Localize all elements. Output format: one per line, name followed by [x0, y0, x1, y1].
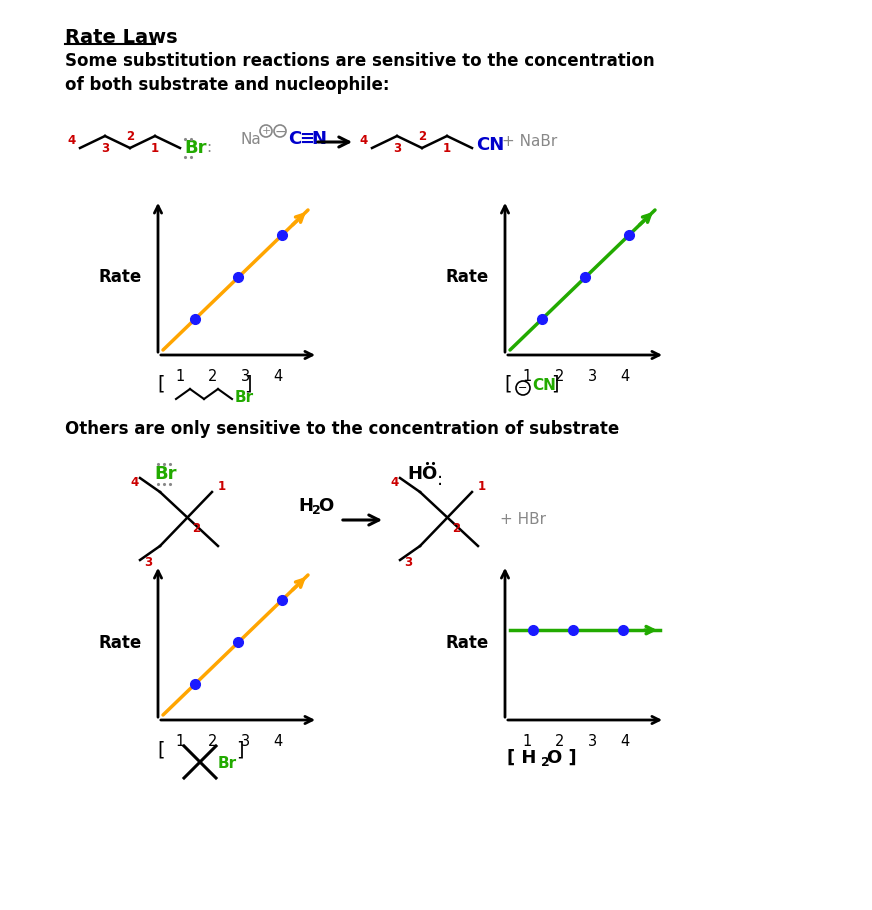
Text: 1: 1 — [175, 734, 185, 749]
Text: Na: Na — [240, 132, 261, 147]
Text: 2: 2 — [452, 521, 460, 534]
Text: :: : — [437, 471, 443, 489]
Text: 3: 3 — [588, 734, 596, 749]
Text: 4: 4 — [273, 369, 283, 384]
Text: CN: CN — [532, 378, 555, 392]
Text: H: H — [298, 497, 313, 515]
Text: ]: ] — [244, 375, 252, 394]
Text: −: − — [518, 383, 528, 393]
Text: 1: 1 — [522, 369, 532, 384]
Text: 1: 1 — [522, 734, 532, 749]
Text: 2: 2 — [541, 756, 549, 770]
Text: 2: 2 — [555, 734, 564, 749]
Text: O: O — [318, 497, 333, 515]
Text: ]: ] — [551, 375, 559, 394]
Text: [ H: [ H — [507, 749, 536, 767]
Text: 2: 2 — [312, 503, 321, 517]
Text: 3: 3 — [101, 141, 109, 155]
Text: ≡: ≡ — [299, 130, 314, 148]
Text: −: − — [274, 125, 286, 138]
Text: 3: 3 — [393, 141, 401, 155]
Text: Rate Laws: Rate Laws — [65, 28, 178, 47]
Text: :: : — [206, 140, 211, 156]
Text: 2: 2 — [418, 129, 426, 143]
Text: Rate: Rate — [446, 633, 488, 652]
Text: 2: 2 — [208, 734, 217, 749]
Text: Br: Br — [235, 389, 254, 405]
Text: 4: 4 — [620, 369, 629, 384]
Text: O ]: O ] — [547, 749, 576, 767]
Text: +: + — [262, 126, 270, 136]
Text: 3: 3 — [588, 369, 596, 384]
Text: [: [ — [157, 740, 165, 759]
Text: Rate: Rate — [99, 633, 141, 652]
Text: 2: 2 — [126, 129, 134, 143]
Text: Some substitution reactions are sensitive to the concentration
of both substrate: Some substitution reactions are sensitiv… — [65, 52, 655, 94]
Text: ]: ] — [236, 740, 244, 759]
Text: 3: 3 — [241, 369, 249, 384]
Text: 1: 1 — [175, 369, 185, 384]
Text: Others are only sensitive to the concentration of substrate: Others are only sensitive to the concent… — [65, 420, 619, 438]
Text: 1: 1 — [218, 480, 226, 493]
Text: HO: HO — [407, 465, 437, 483]
Text: [: [ — [157, 375, 165, 394]
Text: 3: 3 — [404, 555, 412, 569]
Text: Rate: Rate — [99, 268, 141, 287]
Text: 3: 3 — [144, 555, 152, 569]
Text: 4: 4 — [273, 734, 283, 749]
Text: 1: 1 — [478, 480, 486, 493]
Text: Rate: Rate — [446, 268, 488, 287]
Text: 2: 2 — [208, 369, 217, 384]
Text: 4: 4 — [131, 476, 140, 489]
Text: 1: 1 — [151, 141, 159, 155]
Text: Br: Br — [184, 139, 207, 157]
Text: [: [ — [504, 375, 512, 394]
Text: 4: 4 — [360, 134, 368, 147]
Text: + NaBr: + NaBr — [502, 135, 557, 149]
Text: 4: 4 — [68, 134, 76, 147]
Text: 2: 2 — [555, 369, 564, 384]
Text: 4: 4 — [391, 476, 399, 489]
Text: CN: CN — [476, 136, 504, 154]
Text: 2: 2 — [192, 521, 200, 534]
Text: N: N — [311, 130, 326, 148]
Text: Br: Br — [218, 756, 237, 772]
Text: 1: 1 — [443, 141, 451, 155]
Text: Br: Br — [154, 465, 177, 483]
Text: 3: 3 — [241, 734, 249, 749]
Text: C: C — [288, 130, 301, 148]
Text: 4: 4 — [620, 734, 629, 749]
Text: + HBr: + HBr — [500, 512, 546, 528]
